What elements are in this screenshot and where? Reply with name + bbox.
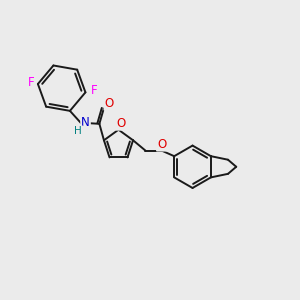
Text: H: H	[74, 126, 82, 136]
Text: O: O	[104, 97, 114, 110]
Text: F: F	[90, 84, 97, 98]
Text: O: O	[157, 138, 166, 151]
Text: O: O	[116, 117, 125, 130]
Text: N: N	[81, 116, 90, 129]
Text: F: F	[28, 76, 35, 89]
